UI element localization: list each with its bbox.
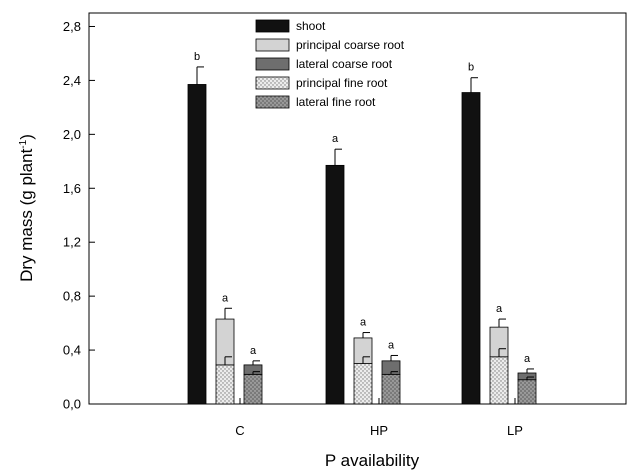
y-axis-title-superscript: -1 <box>18 139 29 148</box>
shoot-bar <box>187 84 207 405</box>
legend-swatch <box>255 57 290 71</box>
legend-label: lateral coarse root <box>296 57 393 71</box>
y-tick-label: 2,8 <box>63 19 81 34</box>
lateral-root-significance-letter: a <box>388 339 395 351</box>
x-tick-label: LP <box>507 423 523 438</box>
principal-fine-root-segment <box>489 356 509 405</box>
significance-letters: b a a a a a b a a <box>194 51 531 365</box>
shoot-significance-letter: b <box>194 51 200 63</box>
y-axis-title-main: Dry mass (g plant <box>17 148 36 281</box>
y-tick-label: 0,8 <box>63 289 81 304</box>
y-axis-title-end: ) <box>17 134 36 140</box>
shoot-significance-letter: a <box>332 133 339 145</box>
lateral-fine-root-segment <box>243 373 263 405</box>
x-tick-label: HP <box>370 423 388 438</box>
lateral-fine-root-segment <box>517 379 537 405</box>
shoot-significance-letter: b <box>468 62 474 74</box>
bars-group <box>187 84 537 405</box>
lateral-root-significance-letter: a <box>250 345 257 357</box>
legend: shoot principal coarse root lateral coarse… <box>255 19 405 109</box>
error-bars-group <box>196 66 534 380</box>
y-tick-label: 2,0 <box>63 127 81 142</box>
legend-swatch <box>255 19 290 33</box>
legend-swatch <box>255 38 290 52</box>
legend-label: shoot <box>296 19 326 33</box>
legend-swatch <box>255 76 290 90</box>
x-axis: C HP LP <box>235 398 523 438</box>
y-axis: 0,0 0,4 0,8 1,2 1,6 2,0 2,4 2,8 <box>63 19 95 412</box>
y-tick-label: 1,2 <box>63 235 81 250</box>
lateral-root-significance-letter: a <box>524 353 531 365</box>
y-axis-title: Dry mass (g plant-1) <box>17 134 36 282</box>
shoot-bar <box>325 164 345 405</box>
principal-root-significance-letter: a <box>360 317 367 329</box>
principal-fine-root-segment <box>215 364 235 405</box>
x-tick-label: C <box>235 423 244 438</box>
lateral-fine-root-segment <box>381 373 401 405</box>
y-tick-label: 0,4 <box>63 343 81 358</box>
shoot-bar <box>461 92 481 405</box>
y-tick-label: 1,6 <box>63 181 81 196</box>
legend-label: principal fine root <box>296 76 388 90</box>
legend-label: principal coarse root <box>296 38 405 52</box>
principal-root-significance-letter: a <box>496 303 503 315</box>
legend-swatch <box>255 95 290 109</box>
x-axis-title: P availability <box>325 451 420 470</box>
principal-fine-root-segment <box>353 363 373 405</box>
y-tick-label: 2,4 <box>63 73 81 88</box>
y-tick-label: 0,0 <box>63 397 81 412</box>
principal-root-significance-letter: a <box>222 292 229 304</box>
legend-label: lateral fine root <box>296 95 376 109</box>
